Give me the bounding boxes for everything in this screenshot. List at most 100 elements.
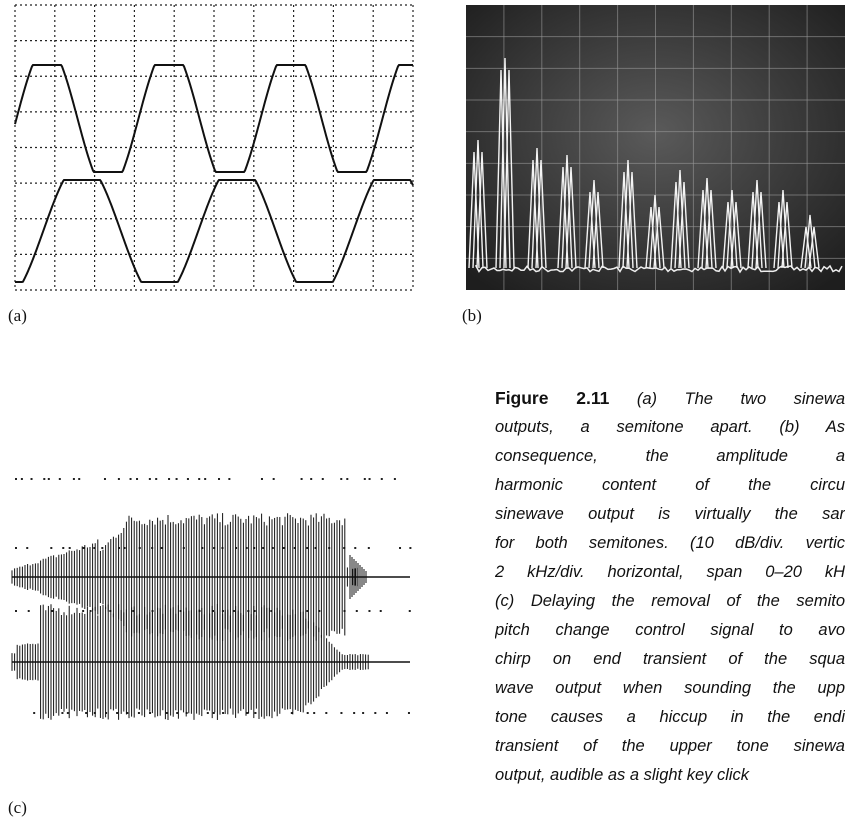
dot <box>218 478 221 480</box>
spectral-peak <box>701 177 713 269</box>
caption-line: wave output when sounding the upp <box>495 679 845 697</box>
dot <box>367 547 370 549</box>
dot <box>78 478 81 480</box>
spectral-peak <box>495 69 507 269</box>
dot <box>198 478 201 480</box>
spectral-peak <box>800 226 812 269</box>
spectral-peak <box>584 191 596 269</box>
panel-label: (b) <box>462 306 482 325</box>
dot <box>246 712 249 714</box>
spectral-peak <box>747 191 759 269</box>
dot <box>89 610 92 612</box>
spectral-peak <box>535 159 547 269</box>
dot <box>116 712 119 714</box>
dot <box>123 547 126 549</box>
dot <box>399 547 402 549</box>
dot <box>33 712 36 714</box>
dot <box>136 478 139 480</box>
caption: Figure 2.11 (a) The two sinewa outputs, a… <box>495 384 845 790</box>
dot <box>82 547 85 549</box>
spectral-peak <box>557 166 569 269</box>
spectral-peak <box>565 166 577 269</box>
dot <box>213 547 216 549</box>
dot <box>353 712 356 714</box>
dot <box>148 478 151 480</box>
spectral-peak <box>649 194 661 269</box>
spectral-peak <box>645 206 657 269</box>
dot <box>129 478 132 480</box>
dot <box>368 610 371 612</box>
spectral-peak <box>755 191 767 269</box>
dot <box>318 610 321 612</box>
dot <box>270 610 273 612</box>
spectral-peak <box>751 179 763 269</box>
dot <box>272 478 275 480</box>
dot <box>27 610 30 612</box>
dot <box>314 547 317 549</box>
spectral-peak <box>626 171 638 269</box>
spectral-peak <box>503 69 515 269</box>
spectral-peak <box>622 159 634 269</box>
dot <box>62 547 65 549</box>
dot <box>346 478 349 480</box>
dot <box>186 478 189 480</box>
dot <box>374 712 377 714</box>
spectral-peak <box>670 181 682 269</box>
caption-line: harmonic content of the circu <box>495 476 845 494</box>
caption-line: output, audible as a slight key click <box>495 766 750 784</box>
dot <box>325 712 328 714</box>
dot <box>168 478 171 480</box>
spectral-peak <box>730 201 742 269</box>
dot <box>126 712 129 714</box>
dot <box>149 712 152 714</box>
sine-trace <box>15 179 414 283</box>
spectral-peak <box>653 206 665 269</box>
dot <box>212 610 215 612</box>
dot <box>176 712 179 714</box>
spectral-peak <box>781 201 793 269</box>
panel-label: (a) <box>8 306 27 325</box>
dot <box>51 610 54 612</box>
dot <box>165 712 168 714</box>
dot <box>47 478 50 480</box>
dot <box>50 547 53 549</box>
caption-line: Figure 2.11 (a) The two sinewa <box>495 384 845 413</box>
spectral-peak <box>468 151 480 269</box>
dot <box>160 547 163 549</box>
spectral-peak <box>561 154 573 269</box>
dot <box>379 610 382 612</box>
dot <box>85 712 88 714</box>
spectral-peak <box>705 189 717 269</box>
dot <box>409 547 412 549</box>
spectral-peak <box>588 179 600 269</box>
spectral-peak <box>531 147 543 269</box>
caption-line: tone causes a hiccup in the endi <box>495 708 845 726</box>
dot <box>385 712 388 714</box>
spectral-peak <box>472 139 484 269</box>
dot <box>155 478 158 480</box>
dot <box>58 478 61 480</box>
dot <box>232 610 235 612</box>
dot <box>310 478 313 480</box>
dot <box>93 547 96 549</box>
dot <box>354 547 357 549</box>
dot <box>393 478 396 480</box>
dot <box>228 478 231 480</box>
dot <box>355 610 358 612</box>
spectral-peak <box>808 226 820 269</box>
panel-c-waveform <box>11 478 412 720</box>
dot <box>72 478 75 480</box>
dot <box>306 610 309 612</box>
panel-a-scope <box>14 4 414 291</box>
dot <box>262 547 265 549</box>
dot <box>61 712 64 714</box>
dot <box>15 478 17 480</box>
spectral-peak <box>722 201 734 269</box>
spectral-peak <box>499 57 511 269</box>
caption-line: outputs, a semitone apart. (b) As <box>495 418 845 436</box>
caption-line: sinewave output is virtually the sar <box>495 505 845 523</box>
dot <box>321 478 324 480</box>
caption-line: for both semitones. (10 dB/div. vertic <box>495 534 845 552</box>
panel-label: (c) <box>8 798 27 817</box>
dot <box>245 547 248 549</box>
